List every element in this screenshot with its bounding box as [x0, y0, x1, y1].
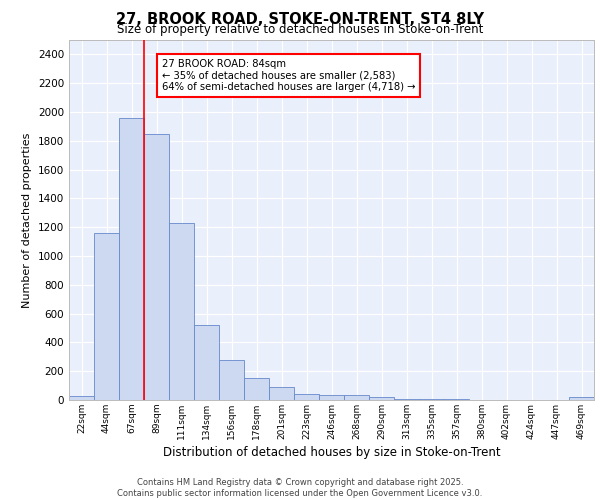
Bar [269, 387, 294, 400]
Bar [569, 398, 594, 400]
Text: Size of property relative to detached houses in Stoke-on-Trent: Size of property relative to detached ho… [117, 22, 483, 36]
Bar [419, 399, 444, 400]
X-axis label: Distribution of detached houses by size in Stoke-on-Trent: Distribution of detached houses by size … [163, 446, 500, 459]
Bar [394, 398, 419, 400]
Bar [294, 394, 319, 400]
Bar [369, 397, 394, 400]
Text: 27, BROOK ROAD, STOKE-ON-TRENT, ST4 8LY: 27, BROOK ROAD, STOKE-ON-TRENT, ST4 8LY [116, 12, 484, 28]
Bar [344, 394, 369, 400]
Bar [94, 233, 119, 400]
Bar [319, 394, 344, 400]
Bar [194, 325, 219, 400]
Text: Contains HM Land Registry data © Crown copyright and database right 2025.
Contai: Contains HM Land Registry data © Crown c… [118, 478, 482, 498]
Bar [169, 223, 194, 400]
Text: 27 BROOK ROAD: 84sqm
← 35% of detached houses are smaller (2,583)
64% of semi-de: 27 BROOK ROAD: 84sqm ← 35% of detached h… [161, 58, 415, 92]
Y-axis label: Number of detached properties: Number of detached properties [22, 132, 32, 308]
Bar [144, 134, 169, 400]
Bar [244, 378, 269, 400]
Bar [69, 396, 94, 400]
Bar [219, 360, 244, 400]
Bar [119, 118, 144, 400]
